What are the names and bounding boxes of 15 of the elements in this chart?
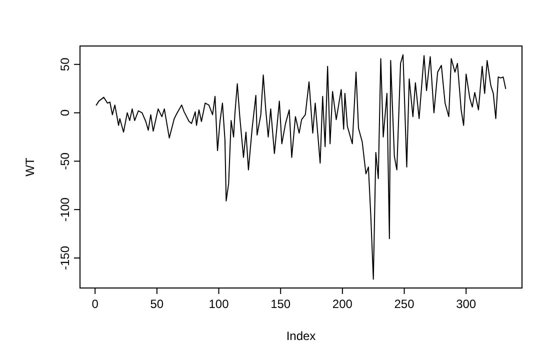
x-tick-label: 250 (394, 297, 415, 311)
y-tick-label: 0 (58, 109, 72, 116)
y-tick-label: -150 (58, 246, 72, 270)
x-axis-title: Index (286, 329, 316, 343)
x-tick-label: 0 (92, 297, 99, 311)
x-tick-label: 150 (270, 297, 291, 311)
y-tick-label: -100 (58, 197, 72, 222)
y-axis-title: WT (23, 157, 37, 176)
y-tick-label: -50 (58, 152, 72, 170)
y-tick-label: 50 (58, 57, 72, 72)
x-tick-label: 100 (208, 297, 230, 311)
x-tick-label: 50 (150, 297, 164, 311)
x-tick-label: 200 (332, 297, 353, 311)
x-tick-label: 300 (456, 297, 476, 311)
line-series (96, 54, 506, 280)
